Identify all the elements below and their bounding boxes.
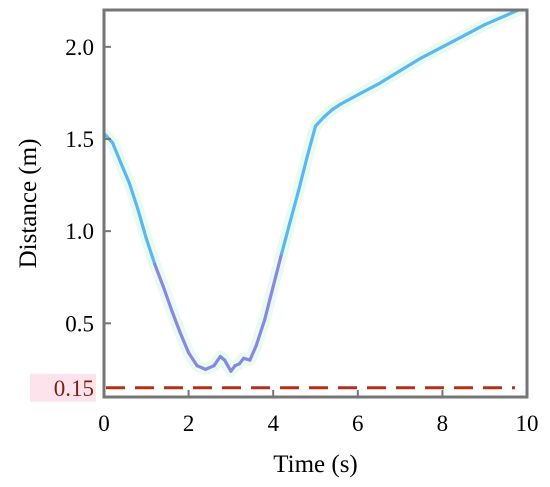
y-tick-label: 1.5 xyxy=(65,127,94,152)
y-tick-label: 2.0 xyxy=(65,35,94,60)
tick-label-layer: 0 2 4 6 8 10 0.5 1.0 1.5 2.0 xyxy=(65,35,538,436)
y-tick-label: 1.0 xyxy=(65,219,94,244)
x-tick-label: 10 xyxy=(516,411,539,436)
series-segment xyxy=(356,82,381,97)
series-segment xyxy=(119,161,131,185)
threshold-label: 0.15 xyxy=(54,376,94,401)
series-segment xyxy=(144,236,157,266)
series-segment xyxy=(280,220,292,255)
series-segment xyxy=(271,251,284,288)
y-axis-title: Distance (m) xyxy=(15,139,42,269)
series-segment xyxy=(440,34,466,49)
x-tick-label: 2 xyxy=(183,411,195,436)
series-segment xyxy=(178,330,191,355)
threshold-layer: 0.15 xyxy=(30,373,515,402)
series-segment xyxy=(136,207,148,241)
x-axis-title: Time (s) xyxy=(273,451,358,478)
series-segment xyxy=(254,318,267,347)
series-segment xyxy=(187,351,199,368)
tick-layer xyxy=(103,45,528,397)
series-segment xyxy=(339,93,360,106)
series-segment xyxy=(483,13,508,27)
series-line-layer xyxy=(104,10,523,373)
series-segment xyxy=(462,23,487,38)
series-segment xyxy=(212,354,222,368)
series-segment xyxy=(153,262,165,288)
x-tick-label: 6 xyxy=(352,411,364,436)
series-segment xyxy=(223,358,233,373)
series-segment xyxy=(419,45,444,60)
series-segment xyxy=(330,102,343,112)
series-segment xyxy=(263,284,275,322)
plot-frame xyxy=(102,8,529,399)
series-segment xyxy=(398,56,423,73)
x-tick-label: 8 xyxy=(437,411,449,436)
series-glow xyxy=(104,10,527,378)
series-segment xyxy=(297,155,309,193)
line-glow-layer xyxy=(104,10,527,378)
series-segment xyxy=(305,124,318,159)
series-segment xyxy=(248,343,258,362)
y-tick-label: 0.5 xyxy=(65,311,94,336)
series-segment xyxy=(322,107,334,119)
series-segment xyxy=(288,189,301,224)
x-tick-label: 0 xyxy=(98,411,110,436)
series-segment xyxy=(377,69,402,86)
series-segment xyxy=(313,115,326,128)
threshold-label-background xyxy=(30,373,96,402)
series-segment xyxy=(127,181,140,211)
series-segment xyxy=(161,284,174,312)
series-segment xyxy=(170,308,182,335)
series-segment xyxy=(110,141,123,165)
x-tick-label: 4 xyxy=(267,411,279,436)
